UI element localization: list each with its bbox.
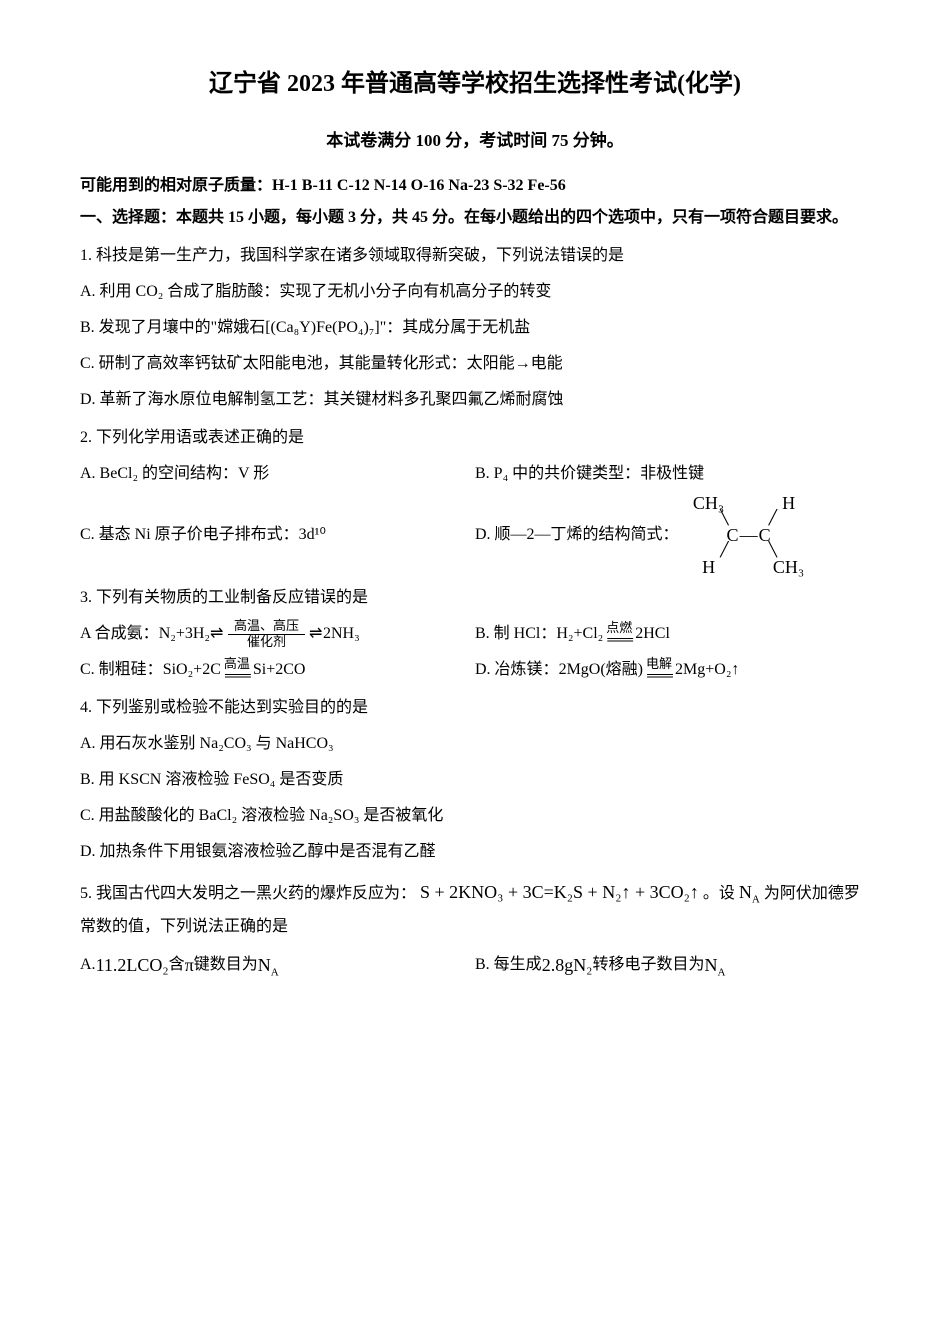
question-2-option-d-text: D. 顺—2—丁烯的结构简式： (475, 519, 679, 551)
q3b-condition: 点燃 ═══ (606, 621, 632, 646)
struct-r3b: CH₃ (769, 558, 809, 576)
reversible-arrow-icon: ⇌ (210, 618, 224, 650)
question-5-stem: 5. 我国古代四大发明之一黑火药的爆炸反应为： S + 2KNO₃ + 3C=K… (80, 874, 870, 943)
q5-na-sub: A (752, 894, 760, 906)
q5a-na-sub: A (271, 966, 279, 978)
q3c-label: C. 制粗硅： (80, 654, 163, 686)
question-1-option-c: C. 研制了高效率钙钛矿太阳能电池，其能量转化形式：太阳能→电能 (80, 348, 870, 380)
q5b-val: 2.8gN₂ (542, 947, 593, 983)
question-1-option-b: B. 发现了月壤中的"嫦娥石[(Ca₈Y)Fe(PO₄)₇]"：其成分属于无机盐 (80, 312, 870, 344)
struct-r2a: C (699, 526, 739, 544)
question-3-option-d: D. 冶炼镁： 2MgO(熔融) 电解 ═══ 2Mg+O₂↑ (475, 654, 870, 686)
question-2-option-c: C. 基态 Ni 原子价电子排布式：3d¹⁰ (80, 494, 475, 576)
q5-equation: S + 2KNO₃ + 3C=K₂S + N₂↑ + 3CO₂↑ (420, 882, 699, 902)
struct-r1b: H (769, 494, 809, 512)
q5-stem-pre: 5. 我国古代四大发明之一黑火药的爆炸反应为： (80, 885, 416, 902)
butene-structure: CH₃ H ╲ ╱ C — C ╱ ╲ H CH₃ (689, 494, 809, 576)
question-2-stem: 2. 下列化学用语或表述正确的是 (80, 422, 870, 454)
q5-stem-mid: 。设 (703, 885, 739, 902)
q3d-rhs: 2Mg+O₂↑ (675, 654, 739, 686)
q3d-label: D. 冶炼镁： (475, 654, 559, 686)
q3d-lhs: 2MgO(熔融) (559, 654, 643, 686)
q3b-label: B. 制 HCl： (475, 618, 556, 650)
q3c-rhs: Si+2CO (253, 654, 306, 686)
q5b-na-sub: A (717, 966, 725, 978)
q5a-na: N (258, 955, 271, 975)
q3a-cond-top: 高温、高压 (228, 619, 305, 634)
question-2-option-a: A. BeCl₂ 的空间结构：V 形 (80, 458, 475, 490)
q3d-condition: 电解 ═══ (646, 657, 672, 682)
question-1-option-a: A. 利用 CO₂ 合成了脂肪酸：实现了无机小分子向有机高分子的转变 (80, 276, 870, 308)
q3a-label: A 合成氨： (80, 618, 159, 650)
q3b-rhs: 2HCl (635, 618, 670, 650)
q3a-condition: 高温、高压 催化剂 (228, 619, 305, 649)
q3a-lhs: N₂+3H₂ (159, 618, 210, 650)
q5b-na: N (704, 955, 717, 975)
q3c-condition: 高温 ═══ (224, 657, 250, 682)
question-4-option-a: A. 用石灰水鉴别 Na₂CO₃ 与 NaHCO₃ (80, 728, 870, 760)
struct-r2b: C (759, 526, 799, 544)
question-1-stem: 1. 科技是第一生产力，我国科学家在诸多领域取得新突破，下列说法错误的是 (80, 240, 870, 272)
question-4-option-d: D. 加热条件下用银氨溶液检验乙醇中是否混有乙醛 (80, 836, 870, 868)
page-subtitle: 本试卷满分 100 分，考试时间 75 分钟。 (80, 124, 870, 158)
page-title: 辽宁省 2023 年普通高等学校招生选择性考试(化学) (80, 60, 870, 108)
q5a-pre: A. (80, 949, 96, 981)
struct-r1a: CH₃ (689, 494, 729, 512)
q5-na: N (739, 882, 752, 902)
question-3-option-a: A 合成氨： N₂+3H₂ ⇌ 高温、高压 催化剂 ⇌ 2NH₃ (80, 618, 475, 650)
question-4-stem: 4. 下列鉴别或检验不能达到实验目的的是 (80, 692, 870, 724)
question-5-option-b: B. 每生成 2.8gN₂ 转移电子数目为 NA (475, 947, 870, 984)
q3a-rhs: 2NH₃ (323, 618, 360, 650)
q3b-lhs: H₂+Cl₂ (556, 618, 603, 650)
question-2-option-d: D. 顺—2—丁烯的结构简式： CH₃ H ╲ ╱ C — C ╱ ╲ (475, 494, 870, 576)
question-1-option-d: D. 革新了海水原位电解制氢工艺：其关键材料多孔聚四氟乙烯耐腐蚀 (80, 384, 870, 416)
question-4-option-b: B. 用 KSCN 溶液检验 FeSO₄ 是否变质 (80, 764, 870, 796)
struct-r2dash: — (739, 526, 759, 544)
q3c-lhs: SiO₂+2C (163, 654, 221, 686)
q3a-cond-bot: 催化剂 (241, 635, 292, 649)
question-2-option-b: B. P₄ 中的共价键类型：非极性键 (475, 458, 870, 490)
question-3-option-c: C. 制粗硅： SiO₂+2C 高温 ═══ Si+2CO (80, 654, 475, 686)
reversible-arrow-icon: ⇌ (309, 618, 323, 650)
section-1-heading: 一、选择题：本题共 15 小题，每小题 3 分，共 45 分。在每小题给出的四个… (80, 202, 870, 234)
q5b-pre: B. 每生成 (475, 949, 542, 981)
q5b-post: 转移电子数目为 (592, 949, 704, 981)
q5a-val: 11.2LCO₂ (96, 947, 169, 983)
q5a-mid: 含 (169, 949, 185, 981)
q5a-pi: π (185, 947, 194, 983)
question-4-option-c: C. 用盐酸酸化的 BaCl₂ 溶液检验 Na₂SO₃ 是否被氧化 (80, 800, 870, 832)
q5a-post: 键数目为 (194, 949, 258, 981)
struct-r3a: H (689, 558, 729, 576)
question-5-option-a: A. 11.2LCO₂ 含 π 键数目为 NA (80, 947, 475, 984)
atomic-masses: 可能用到的相对原子质量：H-1 B-11 C-12 N-14 O-16 Na-2… (80, 170, 870, 202)
question-3-stem: 3. 下列有关物质的工业制备反应错误的是 (80, 582, 870, 614)
question-3-option-b: B. 制 HCl： H₂+Cl₂ 点燃 ═══ 2HCl (475, 618, 870, 650)
